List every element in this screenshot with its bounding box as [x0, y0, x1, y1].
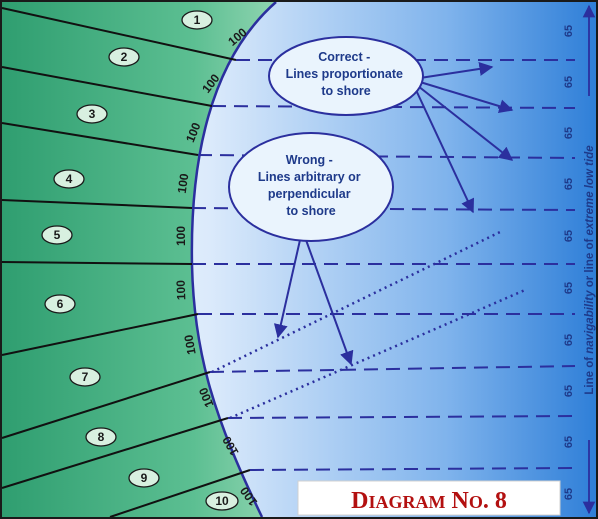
lot-number-badge: 2	[108, 47, 140, 67]
water-frontage-label: 65	[563, 178, 575, 190]
water-frontage-label: 65	[563, 25, 575, 37]
lot-number-badge: 1	[181, 10, 213, 30]
lot-number-badge: 9	[128, 468, 160, 488]
arrow	[419, 61, 494, 79]
lot-numbers: 1 2 3 4 5 6 7 8 9 10	[41, 10, 239, 511]
water-frontage-label: 65	[563, 282, 575, 294]
svg-text:1: 1	[194, 13, 201, 27]
svg-text:4: 4	[66, 172, 73, 186]
diagram-title: DIAGRAM NO. 8	[351, 488, 507, 514]
lot-boundary-line	[1, 199, 193, 209]
correct-callout-bubble	[268, 36, 424, 116]
svg-text:6: 6	[57, 297, 64, 311]
water-frontage-label: 65	[563, 127, 575, 139]
svg-text:8: 8	[98, 430, 105, 444]
lot-number-badge: 3	[76, 104, 108, 124]
svg-text:2: 2	[121, 50, 128, 64]
land-frontage-label: 100	[174, 280, 189, 301]
lot-number-badge: 8	[85, 427, 117, 447]
land-frontage-label: 100	[174, 226, 188, 246]
shoreline	[190, 1, 277, 518]
lot-boundary-line	[1, 66, 213, 107]
lot-boundary-line	[1, 261, 193, 265]
land-frontage-label: 100	[181, 333, 198, 355]
correct-dashed-line	[209, 365, 576, 373]
lot-boundary-line	[1, 417, 229, 489]
lot-number-badge: 6	[44, 294, 76, 314]
lot-number-badge: 4	[53, 169, 85, 189]
wrong-callout-bubble	[228, 132, 394, 242]
arrow	[273, 239, 301, 339]
svg-text:3: 3	[89, 107, 96, 121]
svg-text:9: 9	[141, 471, 148, 485]
water-frontage-label: 65	[563, 230, 575, 242]
correct-callout-text: Correct - Lines proportionate to shore	[286, 50, 407, 98]
lot-boundary-line	[1, 122, 199, 156]
water-frontage-labels: 65 65 65 65 65 65 65 65 65 65	[563, 25, 575, 500]
correct-dashed-line	[191, 207, 576, 211]
water-frontage-label: 65	[563, 436, 575, 448]
lot-boundary-line	[1, 371, 211, 439]
svg-text:10: 10	[215, 494, 229, 508]
wrong-arrows	[273, 239, 354, 366]
land-frontage-label: 100	[175, 172, 192, 194]
lot-boundary-line	[1, 313, 199, 356]
water-frontage-label: 65	[563, 385, 575, 397]
water-frontage-label: 65	[563, 488, 575, 500]
arrow	[419, 81, 514, 114]
lot-boundary-line	[1, 7, 237, 61]
correct-arrows	[415, 61, 514, 214]
land-area	[2, 2, 276, 517]
water-frontage-label: 65	[563, 334, 575, 346]
svg-text:5: 5	[54, 228, 61, 242]
correct-dashed-line	[249, 467, 576, 471]
lot-number-badge: 10	[205, 491, 239, 511]
svg-text:7: 7	[82, 370, 89, 384]
navigability-label: Line of navigability or line of extreme …	[584, 145, 596, 395]
lot-boundaries	[1, 7, 251, 518]
lot-boundary-line	[109, 469, 251, 518]
arrow	[417, 85, 514, 161]
arrow	[305, 239, 354, 366]
lot-number-badge: 5	[41, 225, 73, 245]
lot-number-badge: 7	[69, 367, 101, 387]
wrong-callout-text: Wrong - Lines arbitrary or perpendicular…	[258, 153, 364, 218]
correct-dashed-line	[227, 415, 576, 419]
arrow	[415, 89, 475, 214]
water-frontage-label: 65	[563, 76, 575, 88]
title-box	[297, 480, 561, 516]
